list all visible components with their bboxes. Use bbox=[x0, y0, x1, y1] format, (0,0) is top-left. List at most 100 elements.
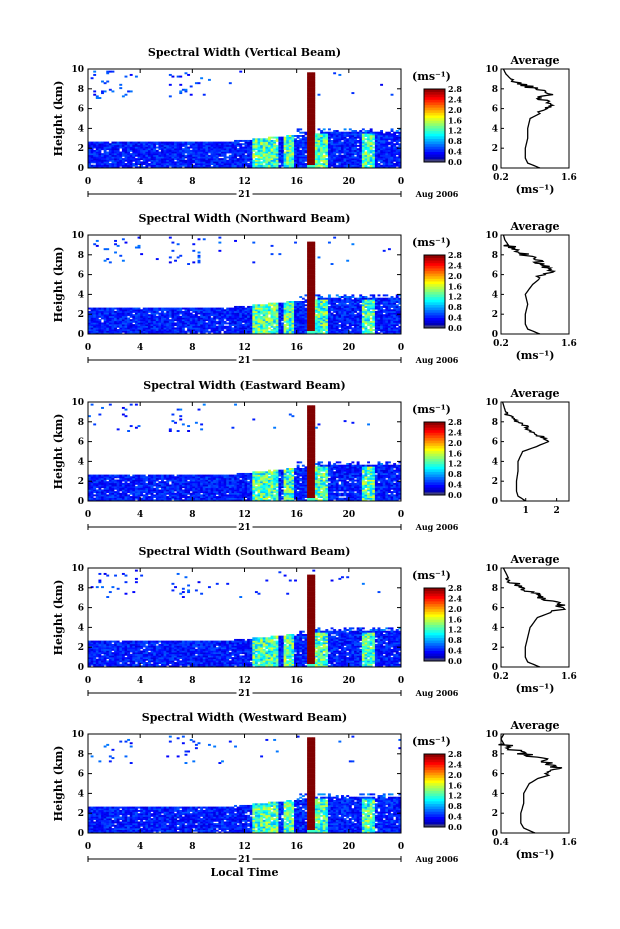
colorbar-tick-label: 0.0 bbox=[448, 490, 462, 500]
heatmap-cells bbox=[88, 236, 402, 335]
profile-line bbox=[502, 68, 556, 169]
y-tick-label: 4 bbox=[78, 789, 84, 799]
profile-y-tick-label: 4 bbox=[492, 124, 498, 134]
date-day-bg bbox=[236, 522, 253, 532]
y-tick-label: 2 bbox=[78, 310, 84, 320]
y-tick-label: 0 bbox=[78, 497, 84, 507]
profile-y-tick-label: 2 bbox=[492, 310, 498, 320]
y-tick-label: 0 bbox=[78, 663, 84, 673]
x-tick-label: 16 bbox=[290, 343, 303, 353]
profile-y-tick-label: 6 bbox=[492, 105, 498, 115]
colorbar-tick-label: 0.4 bbox=[448, 313, 462, 323]
date-day: 21 bbox=[238, 523, 251, 533]
date-month: Aug 2006 bbox=[415, 688, 459, 698]
profile-title: Average bbox=[509, 220, 559, 233]
x-tick-label: 4 bbox=[137, 343, 143, 353]
profile-y-tick-label: 10 bbox=[485, 231, 498, 241]
colorbar-tick-label: 0.8 bbox=[448, 801, 462, 811]
colorbar-tick-label: 2.8 bbox=[448, 250, 462, 260]
profile-title: Average bbox=[509, 54, 559, 67]
y-tick-label: 8 bbox=[78, 85, 84, 95]
x-tick-label: 0 bbox=[85, 842, 91, 852]
profile-y-tick-label: 10 bbox=[485, 65, 498, 75]
profile-y-tick-label: 0 bbox=[492, 829, 498, 839]
colorbar-tick-label: 1.2 bbox=[448, 459, 462, 469]
x-tick-label: 12 bbox=[238, 177, 251, 187]
profile-y-tick-label: 2 bbox=[492, 477, 498, 487]
profile-x-tick-label: 1.6 bbox=[561, 339, 577, 349]
colorbar-unit: (ms⁻¹) bbox=[412, 569, 451, 582]
x-tick-label: 0 bbox=[398, 510, 404, 520]
profile-x-label: (ms⁻¹) bbox=[516, 183, 555, 196]
colorbar-tick-label: 0.0 bbox=[448, 157, 462, 167]
x-tick-label: 4 bbox=[137, 510, 143, 520]
date-day: 21 bbox=[238, 855, 251, 865]
profile-y-tick-label: 8 bbox=[492, 418, 498, 428]
x-tick-label: 12 bbox=[238, 343, 251, 353]
profile-line bbox=[501, 401, 550, 502]
profile-frame bbox=[500, 733, 570, 834]
profile-y-tick-label: 8 bbox=[492, 750, 498, 760]
x-tick-label: 0 bbox=[85, 510, 91, 520]
profile-y-tick-label: 0 bbox=[492, 497, 498, 507]
colorbar-tick-label: 2.0 bbox=[448, 438, 462, 448]
x-tick-label: 0 bbox=[85, 676, 91, 686]
y-tick-label: 6 bbox=[78, 438, 84, 448]
profile-y-tick-label: 4 bbox=[492, 789, 498, 799]
x-tick-label: 0 bbox=[398, 842, 404, 852]
colorbar bbox=[423, 421, 446, 496]
y-tick-label: 8 bbox=[78, 750, 84, 760]
y-tick-label: 10 bbox=[71, 65, 84, 75]
colorbar-tick-label: 1.6 bbox=[448, 780, 462, 790]
y-axis-label: Height (km) bbox=[52, 746, 65, 822]
x-tick-label: 12 bbox=[238, 842, 251, 852]
heatmap-cells bbox=[88, 569, 402, 668]
colorbar-tick-label: 2.4 bbox=[448, 260, 462, 270]
colorbar-tick-label: 0.8 bbox=[448, 136, 462, 146]
x-tick-label: 20 bbox=[343, 510, 356, 520]
profile-frame bbox=[500, 68, 570, 169]
profile-x-tick-label: 0.4 bbox=[493, 838, 509, 848]
colorbar-frame bbox=[423, 88, 446, 163]
y-tick-label: 6 bbox=[78, 271, 84, 281]
colorbar-tick-label: 2.4 bbox=[448, 593, 462, 603]
profile-y-tick-label: 0 bbox=[492, 330, 498, 340]
profile-x-label: (ms⁻¹) bbox=[516, 682, 555, 695]
profile-y-tick-label: 4 bbox=[492, 457, 498, 467]
colorbar-tick-label: 0.4 bbox=[448, 812, 462, 822]
colorbar bbox=[423, 254, 446, 329]
y-tick-label: 10 bbox=[71, 398, 84, 408]
colorbar-tick-label: 0.4 bbox=[448, 147, 462, 157]
colorbar-tick-label: 2.8 bbox=[448, 417, 462, 427]
profile-line bbox=[502, 234, 557, 335]
y-tick-label: 2 bbox=[78, 643, 84, 653]
y-tick-label: 10 bbox=[71, 730, 84, 740]
profile-y-tick-label: 6 bbox=[492, 770, 498, 780]
x-tick-label: 8 bbox=[189, 842, 195, 852]
colorbar-tick-label: 1.6 bbox=[448, 448, 462, 458]
date-day-bg bbox=[236, 688, 253, 698]
colorbar bbox=[423, 753, 446, 828]
y-tick-label: 8 bbox=[78, 418, 84, 428]
date-month: Aug 2006 bbox=[415, 355, 459, 365]
profile-x-tick-label: 1.6 bbox=[561, 173, 577, 183]
colorbar-tick-label: 2.8 bbox=[448, 84, 462, 94]
x-tick-label: 16 bbox=[290, 177, 303, 187]
colorbar-frame bbox=[423, 254, 446, 329]
x-tick-label: 4 bbox=[137, 842, 143, 852]
colorbar-tick-label: 0.4 bbox=[448, 480, 462, 490]
profile-x-tick-label: 0.2 bbox=[493, 339, 509, 349]
profile-y-tick-label: 8 bbox=[492, 85, 498, 95]
panel-title: Spectral Width (Westward Beam) bbox=[142, 711, 347, 724]
profile-x-label: (ms⁻¹) bbox=[516, 349, 555, 362]
heatmap-cells bbox=[88, 735, 402, 834]
profile-y-tick-label: 2 bbox=[492, 643, 498, 653]
profile-y-tick-label: 10 bbox=[485, 398, 498, 408]
colorbar-tick-label: 0.0 bbox=[448, 822, 462, 832]
profile-y-tick-label: 10 bbox=[485, 730, 498, 740]
y-tick-label: 4 bbox=[78, 457, 84, 467]
colorbar-tick-label: 2.8 bbox=[448, 749, 462, 759]
profile-y-tick-label: 4 bbox=[492, 290, 498, 300]
x-tick-label: 12 bbox=[238, 676, 251, 686]
